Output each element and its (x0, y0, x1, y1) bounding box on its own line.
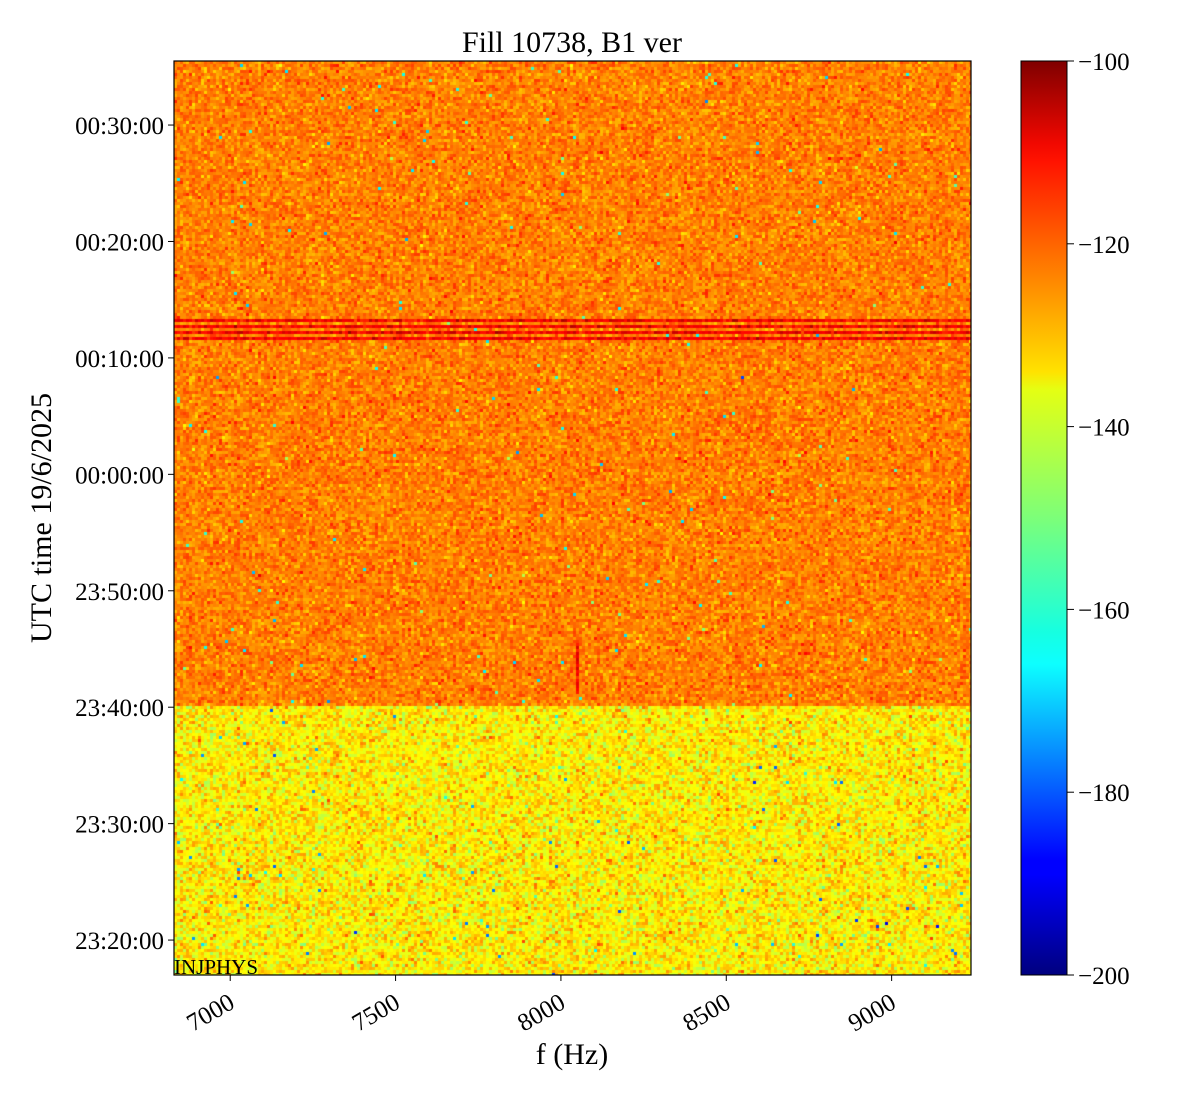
y-tick-label: 00:10:00 (75, 346, 164, 373)
colorbar-tick-label: −160 (1078, 597, 1130, 624)
colorbar-tick-label: −200 (1078, 963, 1130, 990)
x-tick-label: 8000 (513, 989, 570, 1037)
x-tick-label: 8500 (678, 989, 735, 1037)
x-tick-label: 9000 (844, 989, 901, 1037)
colorbar-tick-label: −140 (1078, 415, 1130, 442)
y-tick-label: 00:30:00 (75, 113, 164, 140)
colorbar (1020, 60, 1068, 976)
plot-frame (173, 60, 972, 976)
y-tick-label: 00:20:00 (75, 229, 164, 256)
y-axis-ticks: 23:20:00 23:30:00 23:40:00 23:50:00 00:00:00… (75, 113, 174, 955)
y-axis-label: UTC time 19/6/2025 (25, 393, 58, 643)
colorbar-tick-label: −180 (1078, 780, 1130, 807)
y-tick-label: 23:40:00 (75, 695, 164, 722)
y-tick-label: 23:20:00 (75, 928, 164, 955)
annotation-label: INJPHYS (174, 955, 258, 979)
spectrogram-image (174, 61, 971, 975)
x-tick-label: 7500 (348, 989, 405, 1037)
colorbar-ticks: −100 −120 −140 −160 −180 −200 (1067, 49, 1130, 990)
colorbar-tick-label: −100 (1078, 49, 1130, 76)
x-axis-label: f (Hz) (536, 1038, 608, 1071)
y-tick-label: 23:50:00 (75, 579, 164, 606)
x-tick-label: 7000 (182, 989, 239, 1037)
x-axis-ticks: 7000 7500 8000 8500 9000 (182, 975, 901, 1037)
y-tick-label: 00:00:00 (75, 462, 164, 489)
chart-title: Fill 10738, B1 ver (462, 26, 682, 59)
y-tick-label: 23:30:00 (75, 812, 164, 839)
colorbar-tick-label: −120 (1078, 232, 1130, 259)
